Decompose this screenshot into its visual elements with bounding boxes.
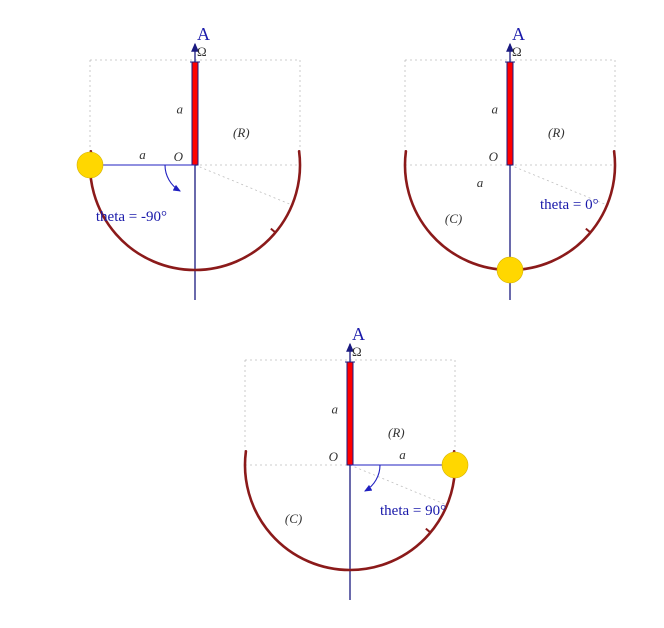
- label-C: (C): [445, 211, 462, 226]
- label-O: O: [174, 149, 184, 164]
- ball: [77, 152, 103, 178]
- pendulum-panel-bottom: AΩa (R) Oa (C) theta = 90°: [200, 320, 500, 620]
- pendulum-panel-right: AΩa (R) Oa (C) theta = 0°: [370, 20, 650, 310]
- label-omega: Ω: [197, 44, 207, 59]
- ball: [497, 257, 523, 283]
- label-a-radius: a: [399, 447, 406, 462]
- label-a-rod: a: [177, 102, 184, 117]
- pendulum-svg: AΩa (R) Oa (C) theta = 90°: [200, 320, 500, 620]
- label-C: (C): [285, 511, 302, 526]
- pendulum-svg: AΩa (R) Oa (C) theta = 0°: [370, 20, 650, 310]
- label-theta: theta = 0°: [540, 197, 599, 213]
- bowl-tick: [586, 229, 591, 233]
- label-R: (R): [548, 125, 565, 140]
- theta-arc-arrow: [165, 165, 180, 191]
- label-a-rod: a: [332, 402, 339, 417]
- label-a-radius: a: [139, 147, 146, 162]
- theta-arc-arrow: [365, 465, 380, 491]
- diagram-container: { "global": { "canvas": { "width": 664, …: [0, 0, 664, 628]
- label-A: A: [512, 24, 525, 44]
- rod-R: [347, 362, 353, 465]
- label-a-radius: a: [477, 175, 484, 190]
- rod-R: [507, 62, 513, 165]
- rod-R: [192, 62, 198, 165]
- bowl-tick: [426, 529, 431, 533]
- label-R: (R): [388, 425, 405, 440]
- label-omega: Ω: [512, 44, 522, 59]
- ball: [442, 452, 468, 478]
- guide-diag: [195, 165, 292, 205]
- bowl-tick: [271, 229, 276, 233]
- pendulum-panel-left: AΩa (R) Oa theta = -90°: [55, 20, 335, 310]
- pendulum-svg: AΩa (R) Oa theta = -90°: [55, 20, 335, 310]
- label-theta: theta = 90°: [380, 503, 446, 519]
- guide-diag: [350, 465, 447, 505]
- label-A: A: [197, 24, 210, 44]
- label-O: O: [489, 149, 499, 164]
- label-O: O: [329, 449, 339, 464]
- label-A: A: [352, 324, 365, 344]
- label-a-rod: a: [492, 102, 499, 117]
- label-omega: Ω: [352, 344, 362, 359]
- label-theta: theta = -90°: [96, 209, 167, 225]
- label-R: (R): [233, 125, 250, 140]
